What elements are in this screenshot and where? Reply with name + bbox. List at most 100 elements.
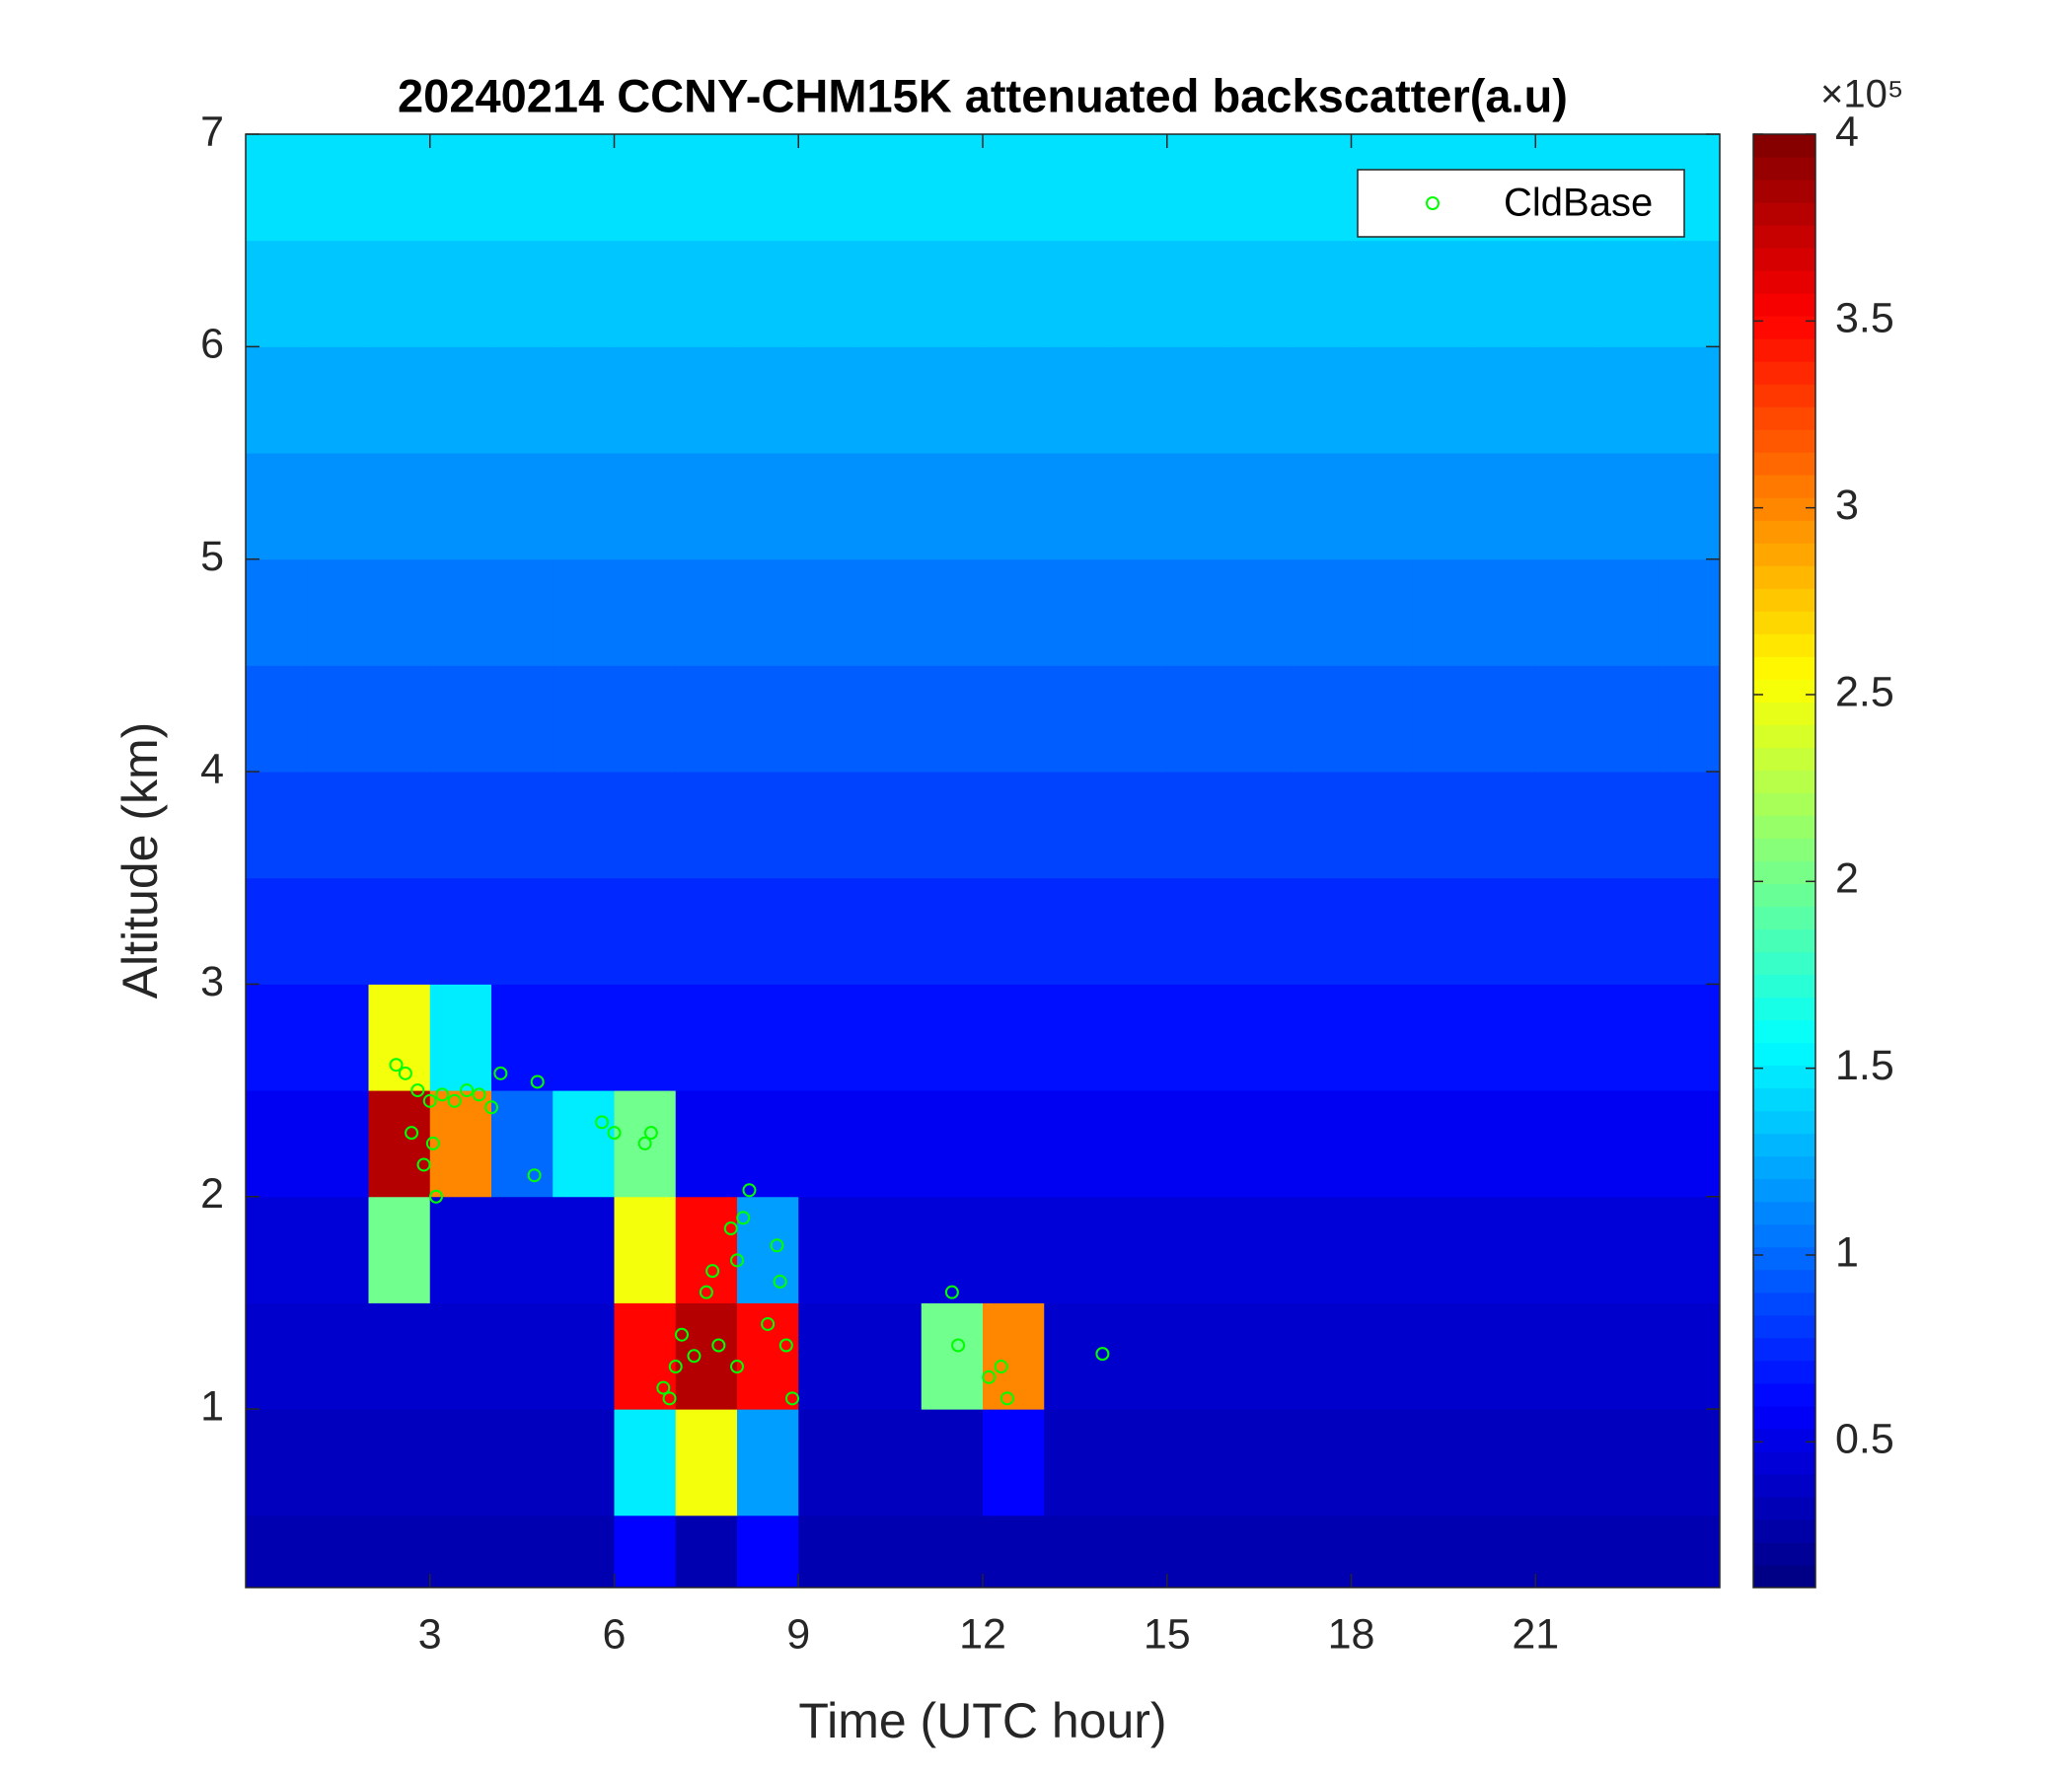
heatmap-cell (491, 1302, 554, 1410)
x-tick-label: 15 (1144, 1610, 1191, 1658)
heatmap-cell (429, 984, 492, 1091)
heatmap-cell (983, 665, 1045, 773)
heatmap-cell (983, 1090, 1045, 1198)
colorbar-step (1753, 1223, 1815, 1248)
heatmap-cell (429, 1409, 492, 1517)
heatmap-cell (368, 1409, 431, 1517)
colorbar-step (1753, 338, 1815, 362)
colorbar-step (1753, 702, 1815, 725)
heatmap-cell (1596, 1302, 1660, 1410)
heatmap-cell (429, 665, 492, 773)
heatmap-cell (921, 134, 984, 242)
heatmap-cell (1228, 1409, 1291, 1517)
heatmap-cell (983, 1409, 1045, 1517)
heatmap-cell (983, 772, 1045, 879)
colorbar-step (1753, 1518, 1815, 1543)
heatmap-cell (1228, 1515, 1291, 1589)
heatmap-cell (1596, 240, 1660, 347)
y-tick-label: 3 (200, 958, 224, 1005)
heatmap-cell (859, 134, 923, 242)
colorbar-tick-label: 1 (1835, 1228, 1859, 1276)
heatmap-cell (1596, 877, 1660, 985)
colorbar-step (1753, 361, 1815, 385)
colorbar-tick-label: 2 (1835, 855, 1859, 903)
colorbar-step (1753, 1405, 1815, 1430)
heatmap-cell (553, 772, 615, 879)
cloud-base-point (637, 1136, 652, 1150)
colorbar-tick-label: 1.5 (1835, 1042, 1894, 1089)
heatmap-cell (921, 1090, 984, 1198)
heatmap-cell (1535, 1090, 1597, 1198)
heatmap-cell (1535, 665, 1597, 773)
heatmap-cell (1166, 1090, 1229, 1198)
heatmap-cell (1290, 772, 1352, 879)
y-tick-label: 4 (200, 745, 224, 792)
heatmap-cell (368, 453, 431, 560)
heatmap-cell (1044, 1090, 1106, 1198)
cloud-base-point (607, 1126, 622, 1141)
x-axis-label: Time (UTC hour) (798, 1693, 1166, 1748)
heatmap-cell (798, 772, 860, 879)
heatmap-cell (675, 1090, 738, 1198)
heatmap-cell (307, 1196, 369, 1303)
heatmap-cell (614, 877, 677, 985)
heatmap-cell (1044, 665, 1106, 773)
cloud-base-point (662, 1391, 677, 1406)
heatmap-cell (1228, 240, 1291, 347)
colorbar-step (1753, 429, 1815, 453)
colorbar-step (1753, 202, 1815, 226)
heatmap-cell (1535, 984, 1597, 1091)
heatmap-cell (1166, 346, 1229, 454)
heatmap-cell (921, 984, 984, 1091)
heatmap-cell (491, 558, 554, 666)
heatmap-cell (429, 1196, 492, 1303)
colorbar-step (1753, 1428, 1815, 1452)
heatmap-cell (983, 1515, 1045, 1589)
heatmap-cell (491, 134, 554, 242)
heatmap-cell (491, 1090, 554, 1198)
legend-box (1357, 169, 1685, 238)
heatmap-cell (1290, 1302, 1352, 1410)
colorbar-step (1753, 293, 1815, 317)
heatmap-cell (1105, 984, 1168, 1091)
heatmap-cell (1228, 665, 1291, 773)
heatmap-cell (1228, 558, 1291, 666)
heatmap-cell (1290, 984, 1352, 1091)
cloud-base-point (416, 1157, 431, 1172)
heatmap-cell (1474, 453, 1536, 560)
heatmap-cell (921, 665, 984, 773)
colorbar-step (1753, 792, 1815, 816)
heatmap-cell (1166, 1302, 1229, 1410)
colorbar-step (1753, 656, 1815, 680)
heatmap-cell (1228, 1090, 1291, 1198)
y-axis-label: Altitude (km) (112, 722, 168, 999)
heatmap-cell (429, 772, 492, 879)
heatmap-cell (1105, 1409, 1168, 1517)
y-tick-label: 1 (200, 1382, 224, 1430)
heatmap-cell (429, 1515, 492, 1589)
heatmap-cell (921, 1515, 984, 1589)
cloud-base-point (472, 1087, 486, 1102)
y-tick-label: 6 (200, 321, 224, 368)
colorbar-step (1753, 1382, 1815, 1407)
heatmap-cell (737, 240, 799, 347)
heatmap-cell (1535, 1409, 1597, 1517)
heatmap-cell (859, 240, 923, 347)
heatmap-cell (675, 877, 738, 985)
heatmap-cell (737, 665, 799, 773)
heatmap-cell (246, 772, 308, 879)
heatmap-cell (859, 1409, 923, 1517)
heatmap-cell (246, 1409, 308, 1517)
heatmap-cell (1535, 240, 1597, 347)
cloud-base-point (999, 1391, 1014, 1406)
heatmap-cell (553, 134, 615, 242)
heatmap-cell (1228, 453, 1291, 560)
heatmap-cell (368, 1302, 431, 1410)
heatmap-cell (491, 453, 554, 560)
colorbar-step (1753, 951, 1815, 976)
colorbar-step (1753, 1337, 1815, 1362)
colorbar-step (1753, 248, 1815, 271)
heatmap-cell (675, 1409, 738, 1517)
heatmap-cell (1596, 665, 1660, 773)
heatmap-cell (737, 1409, 799, 1517)
